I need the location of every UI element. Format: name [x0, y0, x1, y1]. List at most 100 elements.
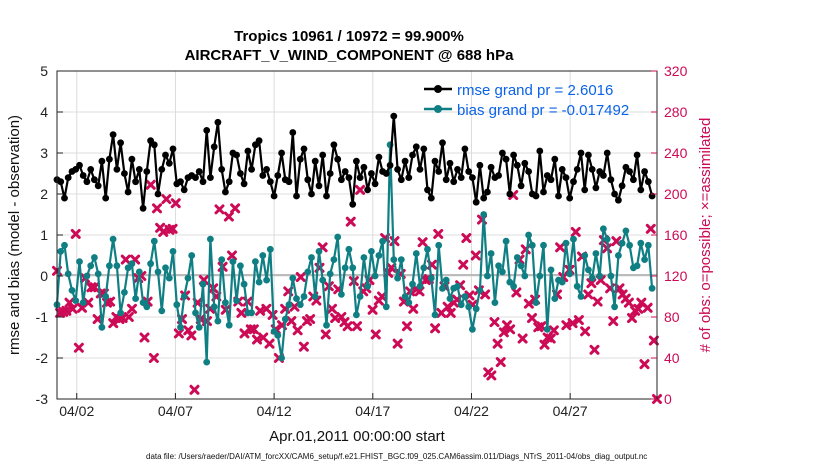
bias-marker: [547, 266, 555, 274]
bias-marker: [338, 291, 345, 298]
obs-count-marker: [433, 228, 444, 239]
bias-marker: [446, 295, 454, 302]
rmse-marker: [427, 194, 435, 202]
bias-marker: [379, 237, 386, 245]
rmse-marker: [588, 166, 596, 173]
bias-marker: [222, 299, 229, 306]
bias-marker: [94, 270, 102, 278]
rmse-marker: [457, 174, 465, 182]
rmse-marker: [143, 168, 151, 175]
obs-count-marker: [305, 314, 316, 325]
rmse-marker: [540, 188, 547, 196]
bias-marker: [364, 282, 371, 290]
y-tick-label: 1: [40, 227, 48, 243]
rmse-marker: [454, 166, 461, 173]
bias-marker: [487, 250, 495, 257]
rmse-marker: [424, 186, 431, 194]
bias-marker: [252, 258, 259, 265]
bias-marker: [536, 272, 544, 280]
bias-marker: [311, 293, 319, 300]
bias-marker: [502, 237, 510, 245]
rmse-marker: [487, 163, 495, 171]
bias-marker: [592, 250, 600, 257]
rmse-marker: [360, 163, 368, 171]
rmse-marker: [121, 170, 128, 177]
bias-marker: [353, 311, 360, 319]
obs-count-marker: [227, 250, 237, 261]
obs-count-series: [52, 179, 662, 404]
rmse-line: [56, 114, 654, 210]
bias-marker: [274, 332, 282, 339]
rmse-marker: [311, 157, 319, 165]
bias-marker: [412, 250, 420, 257]
bias-marker: [91, 254, 98, 261]
obs-count-marker: [442, 301, 453, 312]
rmse-marker: [214, 118, 222, 126]
rmse-marker: [416, 166, 424, 173]
bias-marker: [76, 258, 83, 265]
y-right-tick-label: 280: [664, 104, 688, 120]
rmse-marker: [506, 190, 514, 198]
bias-marker: [461, 293, 469, 300]
obs-count-marker: [486, 370, 497, 381]
rmse-marker: [154, 190, 162, 198]
rmse-marker: [180, 186, 188, 194]
bias-marker: [427, 274, 435, 282]
bias-marker: [207, 235, 214, 243]
obs-count-marker: [286, 316, 297, 327]
obs-count-marker: [67, 303, 78, 314]
obs-count-marker: [495, 357, 506, 368]
legend-rmse-marker: [434, 85, 442, 93]
bias-marker: [480, 211, 488, 218]
obs-count-marker: [105, 296, 116, 307]
bias-marker: [416, 282, 424, 290]
obs-count-marker: [148, 353, 159, 363]
rmse-marker: [386, 161, 394, 169]
rmse-marker: [94, 182, 102, 190]
obs-count-marker: [573, 315, 584, 326]
rmse-marker: [562, 174, 570, 182]
bias-marker: [551, 295, 559, 302]
rmse-marker: [603, 149, 611, 157]
legend-bias-label: bias grand pr = -0.017492: [457, 102, 629, 119]
data-file-footnote: data file: /Users/raeder/DAI/ATM_forcXX/…: [146, 452, 647, 461]
bias-marker: [491, 299, 499, 306]
bias-marker: [431, 311, 439, 319]
y-right-tick-label: 40: [664, 350, 680, 366]
rmse-marker: [308, 190, 315, 198]
obs-count-marker: [189, 384, 200, 395]
rmse-marker: [222, 188, 229, 196]
bias-marker: [341, 264, 349, 272]
bias-marker: [618, 239, 626, 247]
obs-count-marker: [489, 317, 500, 328]
bias-marker: [87, 262, 95, 270]
rmse-marker: [397, 176, 405, 184]
rmse-marker: [375, 153, 383, 161]
obs-count-marker: [505, 324, 516, 335]
bias-marker: [113, 262, 121, 270]
obs-count-marker: [567, 318, 578, 329]
obs-count-marker: [230, 203, 241, 214]
bias-marker: [615, 252, 622, 259]
bias-marker: [304, 268, 312, 276]
obs-count-marker: [642, 302, 653, 313]
bias-marker: [117, 309, 124, 317]
bias-marker: [607, 272, 615, 280]
rmse-marker: [270, 192, 278, 200]
y-right-tick-label: 0: [664, 391, 672, 407]
bias-marker: [266, 245, 274, 253]
bias-marker: [165, 274, 173, 282]
bias-marker: [83, 272, 91, 280]
obs-count-marker: [570, 226, 581, 237]
rmse-marker: [61, 194, 68, 202]
obs-count-marker: [639, 359, 650, 370]
bias-marker: [637, 239, 645, 247]
bias-marker: [349, 264, 357, 272]
legend-rmse-label: rmse grand pr = 2.6016: [457, 82, 613, 99]
bias-marker: [573, 282, 581, 290]
bias-marker: [611, 303, 618, 311]
rmse-marker: [293, 192, 300, 200]
rmse-marker: [338, 176, 345, 184]
bias-marker: [566, 270, 574, 278]
